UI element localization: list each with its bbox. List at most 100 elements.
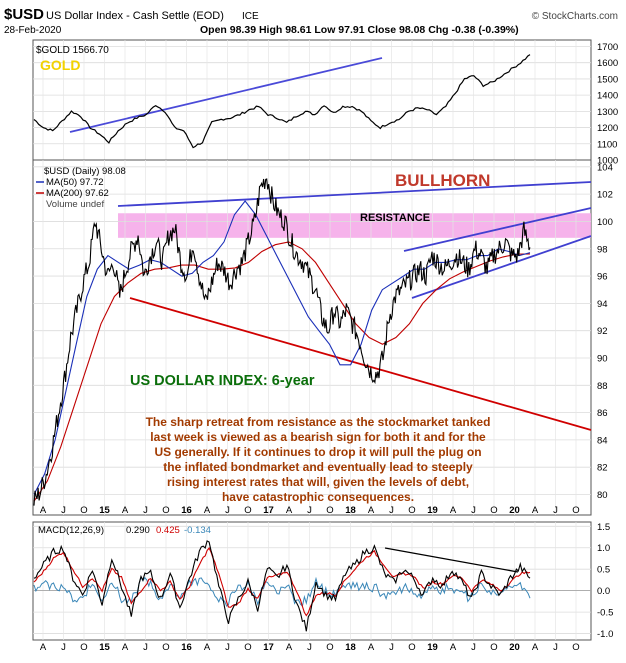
usd-price-line <box>33 178 531 506</box>
usd-legend-volume: Volume undef <box>46 199 104 210</box>
ma200-line <box>33 241 531 502</box>
macd-y-axis: 1.5 1.0 0.5 0.0 -0.5 -1.0 <box>597 522 613 640</box>
header-exchange: ICE <box>242 11 259 22</box>
month-tick-label: J <box>471 642 476 653</box>
usd-y-tick-label: 102 <box>597 190 613 201</box>
gold-legend: $GOLD 1566.70 <box>36 45 109 56</box>
gold-tag: GOLD <box>40 57 80 73</box>
month-tick-label: A <box>286 505 293 516</box>
month-tick-label: A <box>40 642 47 653</box>
month-tick-label: A <box>368 505 375 516</box>
month-tick-label: A <box>532 642 539 653</box>
macd-panel-frame <box>32 521 592 641</box>
macd-grid <box>33 522 591 640</box>
usd-y-tick-label: 104 <box>597 162 613 173</box>
usd-y-tick-label: 86 <box>597 408 608 419</box>
macd-y-tick-label: -0.5 <box>597 608 613 619</box>
macd-legend-macd: 0.290 <box>126 525 150 536</box>
channel-upper-trendline <box>403 207 592 252</box>
gold-price-line <box>33 54 531 149</box>
month-tick-label: 20 <box>509 505 520 516</box>
commentary-line: US generally. If it continues to drop it… <box>154 445 481 459</box>
commentary-line: last week is viewed as a bearish sign fo… <box>150 430 486 444</box>
month-tick-label: O <box>572 642 579 653</box>
month-tick-label: J <box>553 505 558 516</box>
gold-y-tick-label: 1600 <box>597 58 618 69</box>
usd-y-tick-label: 82 <box>597 463 608 474</box>
month-tick-label: O <box>408 642 415 653</box>
month-tick-label: 19 <box>427 642 438 653</box>
macd-line <box>33 540 531 632</box>
month-tick-label: 19 <box>427 505 438 516</box>
month-tick-label: O <box>408 505 415 516</box>
commentary: The sharp retreat from resistance as the… <box>146 415 491 504</box>
month-tick-label: J <box>61 642 66 653</box>
usd-legend-main: $USD (Daily) 98.08 <box>44 166 126 177</box>
month-tick-label: 15 <box>99 642 110 653</box>
month-tick-label: J <box>471 505 476 516</box>
usd-y-tick-label: 80 <box>597 490 608 501</box>
usd-y-tick-label: 90 <box>597 353 608 364</box>
macd-legend-prefix: MACD(12,26,9) <box>38 525 104 536</box>
header-name: US Dollar Index - Cash Settle (EOD) <box>46 10 224 22</box>
gold-y-tick-label: 1400 <box>597 91 618 102</box>
month-tick-label: O <box>80 505 87 516</box>
month-tick-label: J <box>389 642 394 653</box>
usd-chart-label: US DOLLAR INDEX: 6-year <box>130 373 315 389</box>
month-tick-label: O <box>244 642 251 653</box>
gold-panel: 1700 1600 1500 1400 1300 1200 1100 1000 $GOLD 1… <box>32 39 618 167</box>
gold-panel-frame <box>32 39 592 161</box>
month-tick-label: 17 <box>263 642 274 653</box>
header-watermark: © StockCharts.com <box>532 11 618 22</box>
header-symbol: $USD <box>4 6 44 23</box>
month-tick-label: O <box>326 642 333 653</box>
gold-y-tick-label: 1100 <box>597 139 617 150</box>
upper-bullhorn-trendline <box>117 181 592 207</box>
month-tick-label: O <box>490 642 497 653</box>
month-tick-label: 17 <box>263 505 274 516</box>
month-tick-label: 16 <box>181 505 192 516</box>
month-tick-label: J <box>225 642 230 653</box>
month-tick-label: J <box>307 642 312 653</box>
month-tick-label: O <box>326 505 333 516</box>
macd-y-tick-label: -1.0 <box>597 629 613 640</box>
bullhorn-title: BULLHORN <box>395 171 490 190</box>
month-tick-label: A <box>368 642 375 653</box>
month-tick-label: J <box>61 505 66 516</box>
macd-divergence-trendline <box>384 547 519 573</box>
month-tick-label: A <box>204 642 211 653</box>
month-tick-label: O <box>80 642 87 653</box>
gold-y-tick-label: 1700 <box>597 42 618 53</box>
month-tick-label: A <box>122 505 129 516</box>
macd-histogram <box>33 576 531 608</box>
gold-y-tick-label: 1300 <box>597 107 618 118</box>
macd-signal-line <box>33 546 531 617</box>
usd-y-tick-label: 94 <box>597 299 608 310</box>
month-tick-label: O <box>244 505 251 516</box>
month-tick-label: O <box>162 642 169 653</box>
commentary-line: the inflated bondmarket and eventually l… <box>163 460 473 474</box>
channel-lower-trendline <box>411 235 592 299</box>
usd-y-axis: 104 102 100 98 96 94 92 90 88 86 84 82 80 <box>597 162 613 501</box>
usd-y-tick-label: 96 <box>597 272 608 283</box>
gold-y-axis: 1700 1600 1500 1400 1300 1200 1100 1000 <box>597 42 618 167</box>
month-tick-label: 18 <box>345 505 356 516</box>
gold-trendline <box>69 57 383 133</box>
macd-y-tick-label: 0.5 <box>597 565 610 576</box>
gold-grid <box>33 40 591 161</box>
usd-grid <box>33 160 591 515</box>
month-tick-label: J <box>225 505 230 516</box>
month-tick-label: J <box>307 505 312 516</box>
month-tick-label: A <box>40 505 47 516</box>
header-quote: Open 98.39 High 98.61 Low 97.91 Close 98… <box>200 24 519 36</box>
month-tick-label: O <box>572 505 579 516</box>
month-tick-label: 15 <box>99 505 110 516</box>
lower-bullhorn-trendline <box>129 297 592 431</box>
header-date: 28-Feb-2020 <box>4 25 62 36</box>
month-tick-label: A <box>286 642 293 653</box>
usd-y-tick-label: 84 <box>597 435 608 446</box>
commentary-line: rising interest rates that will, given t… <box>167 475 469 489</box>
month-tick-label: O <box>490 505 497 516</box>
month-tick-label: A <box>450 505 457 516</box>
